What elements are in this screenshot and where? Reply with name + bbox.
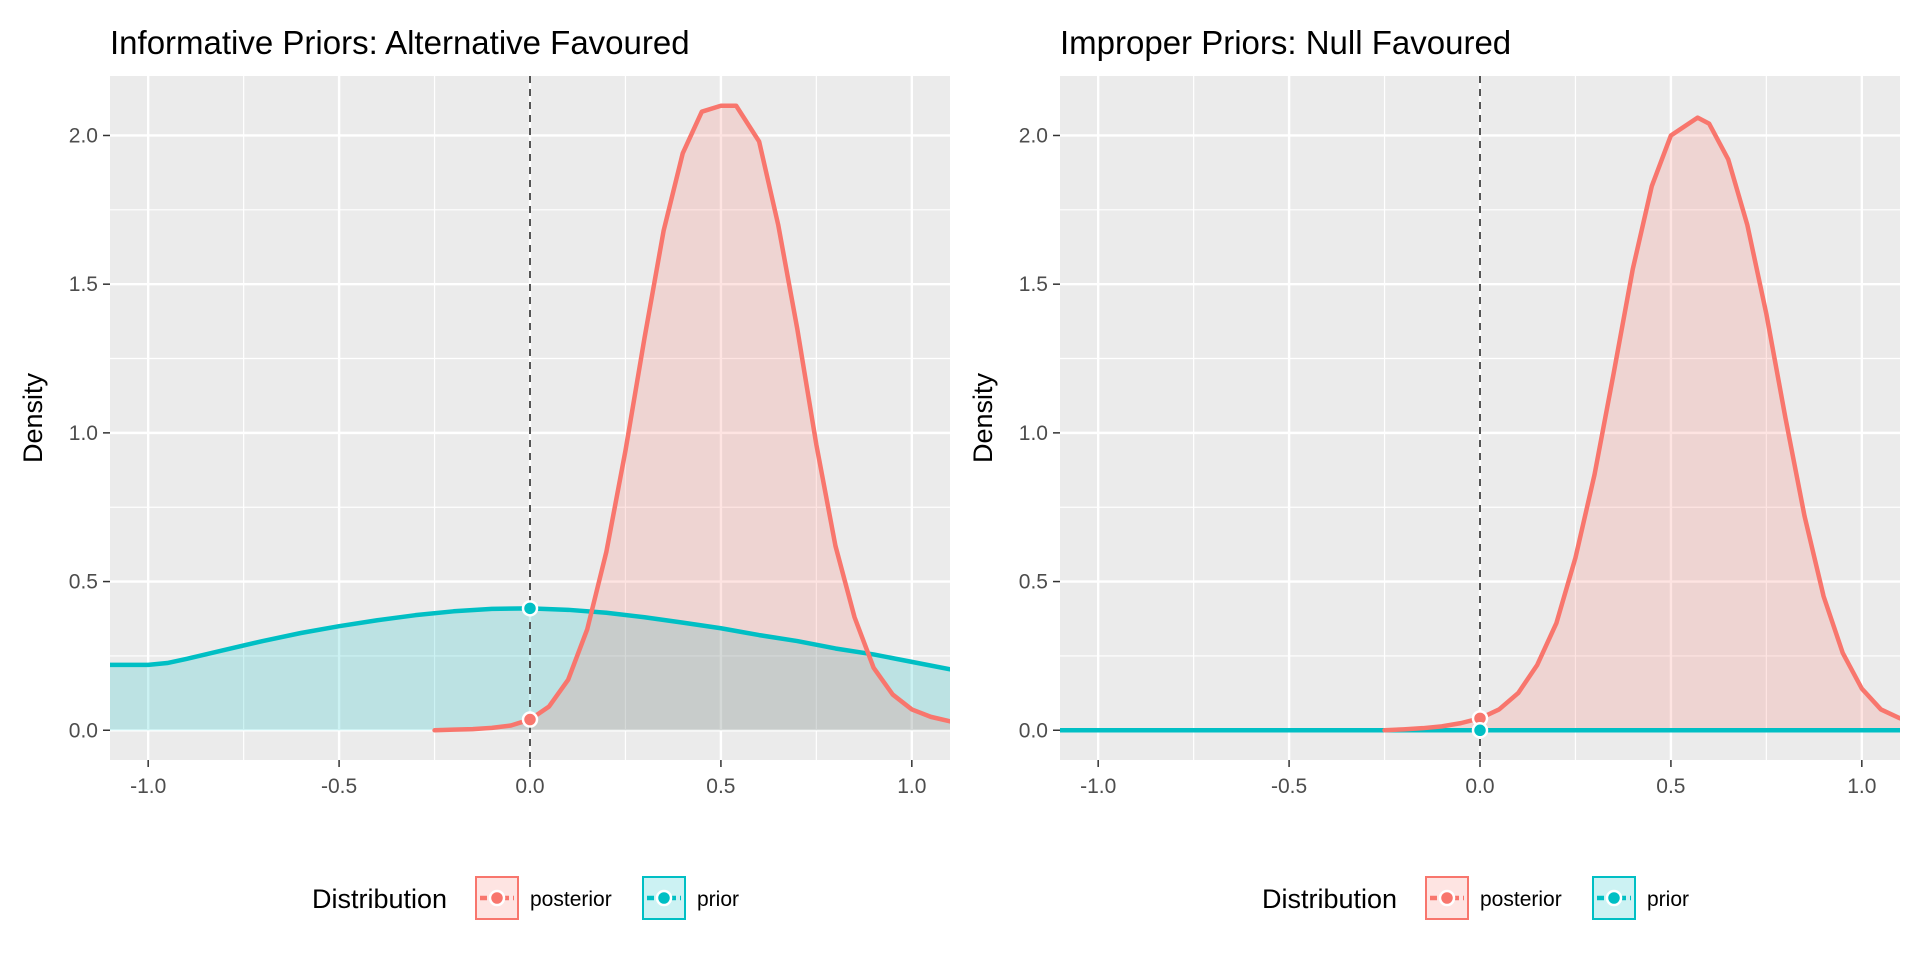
chart-title: Informative Priors: Alternative Favoured: [110, 24, 690, 61]
x-tick-label: 0.0: [515, 775, 544, 798]
x-tick-label: -0.5: [321, 775, 357, 798]
point-prior: [1471, 722, 1489, 739]
x-tick-label: 1.0: [1847, 775, 1876, 798]
legend-key-posterior: [1425, 876, 1469, 920]
legend-point: [655, 889, 673, 907]
x-tick-label: -0.5: [1271, 775, 1307, 798]
series-line-posterior: [1382, 115, 1900, 733]
y-tick-label: 0.0: [69, 719, 98, 742]
legend-title: Distribution: [1262, 884, 1397, 914]
legend-key-posterior: [475, 876, 519, 920]
y-tick-label: 0.5: [69, 571, 98, 594]
legend-label: prior: [697, 888, 739, 911]
legend-label: posterior: [530, 888, 612, 911]
legend-point: [1438, 889, 1456, 907]
y-tick-label: 1.5: [1019, 273, 1048, 296]
legend-title: Distribution: [312, 884, 447, 914]
y-tick-label: 1.0: [1019, 422, 1048, 445]
legend: Distribution posterior prior: [312, 876, 739, 920]
x-tick-label: 0.5: [706, 775, 735, 798]
y-axis-label: Density: [18, 372, 48, 463]
y-tick-label: 2.0: [69, 124, 98, 147]
x-tick-label: 1.0: [897, 775, 926, 798]
legend-point: [488, 889, 506, 907]
legend-label: prior: [1647, 888, 1689, 911]
y-tick-label: 0.5: [1019, 571, 1048, 594]
x-tick-label: 0.0: [1465, 775, 1494, 798]
x-tick-label: 0.5: [1656, 775, 1685, 798]
legend-key-prior: [1592, 876, 1636, 920]
x-tick-label: -1.0: [1080, 775, 1116, 798]
legend-label: posterior: [1480, 888, 1562, 911]
y-tick-label: 0.0: [1019, 719, 1048, 742]
legend-key-prior: [642, 876, 686, 920]
series-fill-posterior: [1384, 117, 1900, 731]
legend-point: [1605, 889, 1623, 907]
chart-title: Improper Priors: Null Favoured: [1060, 24, 1511, 61]
y-tick-label: 1.5: [69, 273, 98, 296]
plot-area: [110, 76, 950, 760]
point-prior: [521, 600, 539, 617]
series-fill-posterior: [434, 105, 950, 731]
series-line-posterior: [432, 103, 950, 733]
legend: Distribution posterior prior: [1262, 876, 1689, 920]
x-tick-label: -1.0: [130, 775, 166, 798]
point-posterior: [521, 711, 539, 728]
panel-1: Informative Priors: Alternative Favoured…: [18, 24, 950, 920]
y-tick-label: 1.0: [69, 422, 98, 445]
y-axis-label: Density: [968, 372, 998, 463]
panel-2: Improper Priors: Null Favoured -1.0 -0.5 0.…: [968, 24, 1900, 920]
plot-area: [1060, 76, 1900, 760]
y-tick-label: 2.0: [1019, 124, 1048, 147]
series-line-prior: [110, 606, 950, 672]
series-fill-prior: [110, 608, 950, 731]
